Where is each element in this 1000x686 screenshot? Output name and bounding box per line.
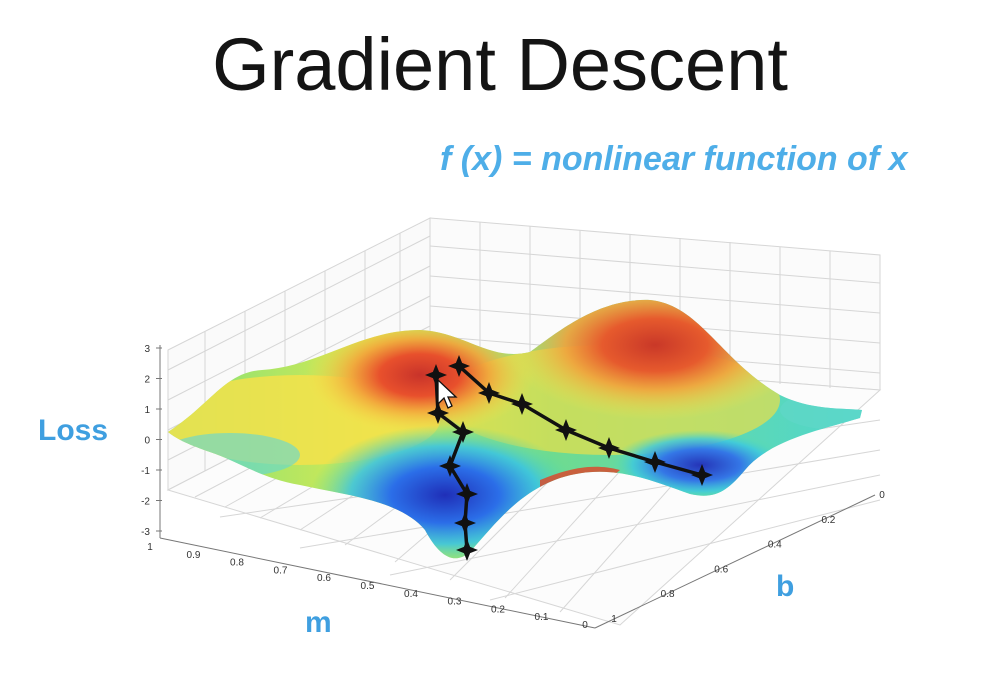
m-tick-label: 0.6 — [317, 573, 331, 584]
m-axis-label: m — [305, 606, 332, 639]
b-tick-label: 0.4 — [768, 540, 782, 551]
m-tick-label: 0 — [582, 620, 588, 631]
z-tick-label: 0 — [144, 436, 150, 447]
m-axis-ticks: 1 0.9 0.8 0.7 0.6 0.5 0.4 0.3 0.2 0.1 0 — [147, 542, 588, 631]
step-markers — [425, 355, 713, 561]
b-tick-label: 0 — [879, 490, 885, 501]
star-marker-icon — [478, 382, 500, 404]
star-marker-icon — [452, 421, 474, 443]
m-tick-label: 0.5 — [361, 581, 375, 592]
m-tick-label: 0.8 — [230, 558, 244, 569]
m-tick-label: 0.1 — [535, 612, 549, 623]
z-tick-label: 1 — [144, 405, 150, 416]
m-tick-label: 0.9 — [187, 550, 201, 561]
star-marker-icon — [598, 437, 620, 459]
star-marker-icon — [555, 419, 577, 441]
star-marker-icon — [448, 355, 470, 377]
b-tick-label: 0.6 — [714, 564, 728, 575]
z-axis-ticks: 3 2 1 0 -1 -2 -3 — [141, 344, 162, 538]
b-tick-label: 1 — [611, 614, 617, 625]
star-marker-icon — [644, 451, 666, 473]
b-tick-label: 0.2 — [821, 515, 835, 526]
star-marker-icon — [439, 455, 461, 477]
m-tick-label: 0.4 — [404, 589, 418, 600]
z-tick-label: -2 — [141, 497, 150, 508]
b-axis-ticks: 0 0.2 0.4 0.6 0.8 1 — [611, 490, 885, 625]
b-axis-label: b — [776, 570, 795, 603]
m-tick-label: 1 — [147, 542, 153, 553]
mouse-pointer-icon — [437, 378, 458, 409]
z-axis-label: Loss — [38, 414, 109, 447]
star-marker-icon — [427, 402, 449, 424]
b-tick-label: 0.8 — [661, 589, 675, 600]
m-tick-label: 0.2 — [491, 604, 505, 615]
z-tick-label: -3 — [141, 527, 150, 538]
z-tick-label: 2 — [144, 375, 150, 386]
z-tick-label: 3 — [144, 344, 150, 355]
star-marker-icon — [425, 364, 447, 386]
formula-label: f (x) = nonlinear function of x — [440, 140, 908, 178]
star-marker-icon — [691, 464, 713, 486]
star-marker-icon — [456, 539, 478, 561]
z-tick-label: -1 — [141, 466, 150, 477]
m-tick-label: 0.7 — [274, 565, 288, 576]
axes — [159, 345, 876, 629]
star-marker-icon — [456, 483, 478, 505]
m-tick-label: 0.3 — [448, 597, 462, 608]
star-marker-icon — [511, 393, 533, 415]
slide-title: Gradient Descent — [212, 23, 788, 106]
star-marker-icon — [454, 512, 476, 534]
